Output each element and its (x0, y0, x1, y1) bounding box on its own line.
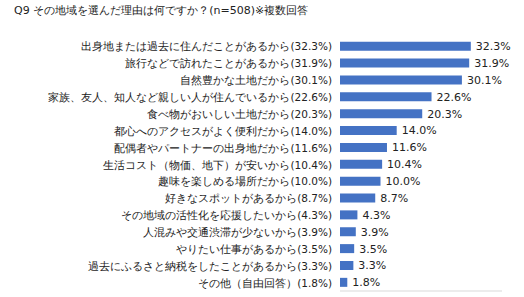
svg-text:30.1%: 30.1% (467, 74, 502, 87)
svg-text:3.9%: 3.9% (361, 226, 389, 239)
svg-text:4.3%: 4.3% (362, 209, 390, 222)
html-text:Q9 その地域を選んだ理由は何ですか？(n=508)※複数回: Q9 その地域を選んだ理由は何ですか？(n=508)※複数回答 (14, 4, 309, 17)
svg-text:都心へのアクセスがよく便利だから(14.0%): 都心へのアクセスがよく便利だから(14.0%) (114, 125, 332, 137)
svg-text:家族、友人、知人など親しい人が住んでいるから(22.6%): 家族、友人、知人など親しい人が住んでいるから(22.6%) (48, 91, 332, 103)
svg-text:人混みや交通渋滞が少ないから(3.9%): 人混みや交通渋滞が少ないから(3.9%) (143, 226, 332, 238)
svg-text:生活コスト（物価、地下）が安いから(10.4%): 生活コスト（物価、地下）が安いから(10.4%) (103, 159, 332, 171)
svg-text:過去にふるさと納税をしたことがあるから(3.3%): 過去にふるさと納税をしたことがあるから(3.3%) (88, 260, 332, 272)
svg-text:自然豊かな土地だから(30.1%): 自然豊かな土地だから(30.1%) (180, 74, 332, 86)
svg-text:好きなスポットがあるから(8.7%): 好きなスポットがあるから(8.7%) (165, 192, 332, 204)
svg-text:出身地または過去に住んだことがあるから(32.3%): 出身地または過去に住んだことがあるから(32.3%) (81, 40, 332, 52)
svg-text:32.3%: 32.3% (476, 40, 511, 53)
svg-text:食べ物がおいしい土地だから(20.3%): 食べ物がおいしい土地だから(20.3%) (147, 108, 332, 120)
svg-text:10.0%: 10.0% (386, 175, 421, 188)
svg-text:やりたい仕事があるから(3.5%): やりたい仕事があるから(3.5%) (176, 243, 332, 255)
svg-text:その他（自由回答）(1.8%): その他（自由回答）(1.8%) (198, 277, 332, 289)
svg-text:3.3%: 3.3% (358, 259, 386, 272)
svg-text:11.6%: 11.6% (392, 141, 427, 154)
svg-text:趣味を楽しめる場所だから(10.0%): 趣味を楽しめる場所だから(10.0%) (158, 175, 332, 187)
svg-text:3.5%: 3.5% (359, 243, 387, 256)
svg-text:配偶者やパートナーの出身地だから(11.6%): 配偶者やパートナーの出身地だから(11.6%) (114, 142, 332, 154)
svg-text:1.8%: 1.8% (352, 276, 380, 289)
svg-text:旅行などで訪れたことがあるから(31.9%): 旅行などで訪れたことがあるから(31.9%) (125, 57, 332, 69)
svg-text:その地域の活性化を応援したいから(4.3%): その地域の活性化を応援したいから(4.3%) (121, 209, 332, 221)
svg-text:20.3%: 20.3% (427, 108, 462, 121)
svg-text:14.0%: 14.0% (402, 124, 437, 137)
svg-text:31.9%: 31.9% (474, 57, 509, 70)
svg-text:10.4%: 10.4% (387, 158, 422, 171)
svg-text:22.6%: 22.6% (437, 91, 472, 104)
svg-text:8.7%: 8.7% (380, 192, 408, 205)
